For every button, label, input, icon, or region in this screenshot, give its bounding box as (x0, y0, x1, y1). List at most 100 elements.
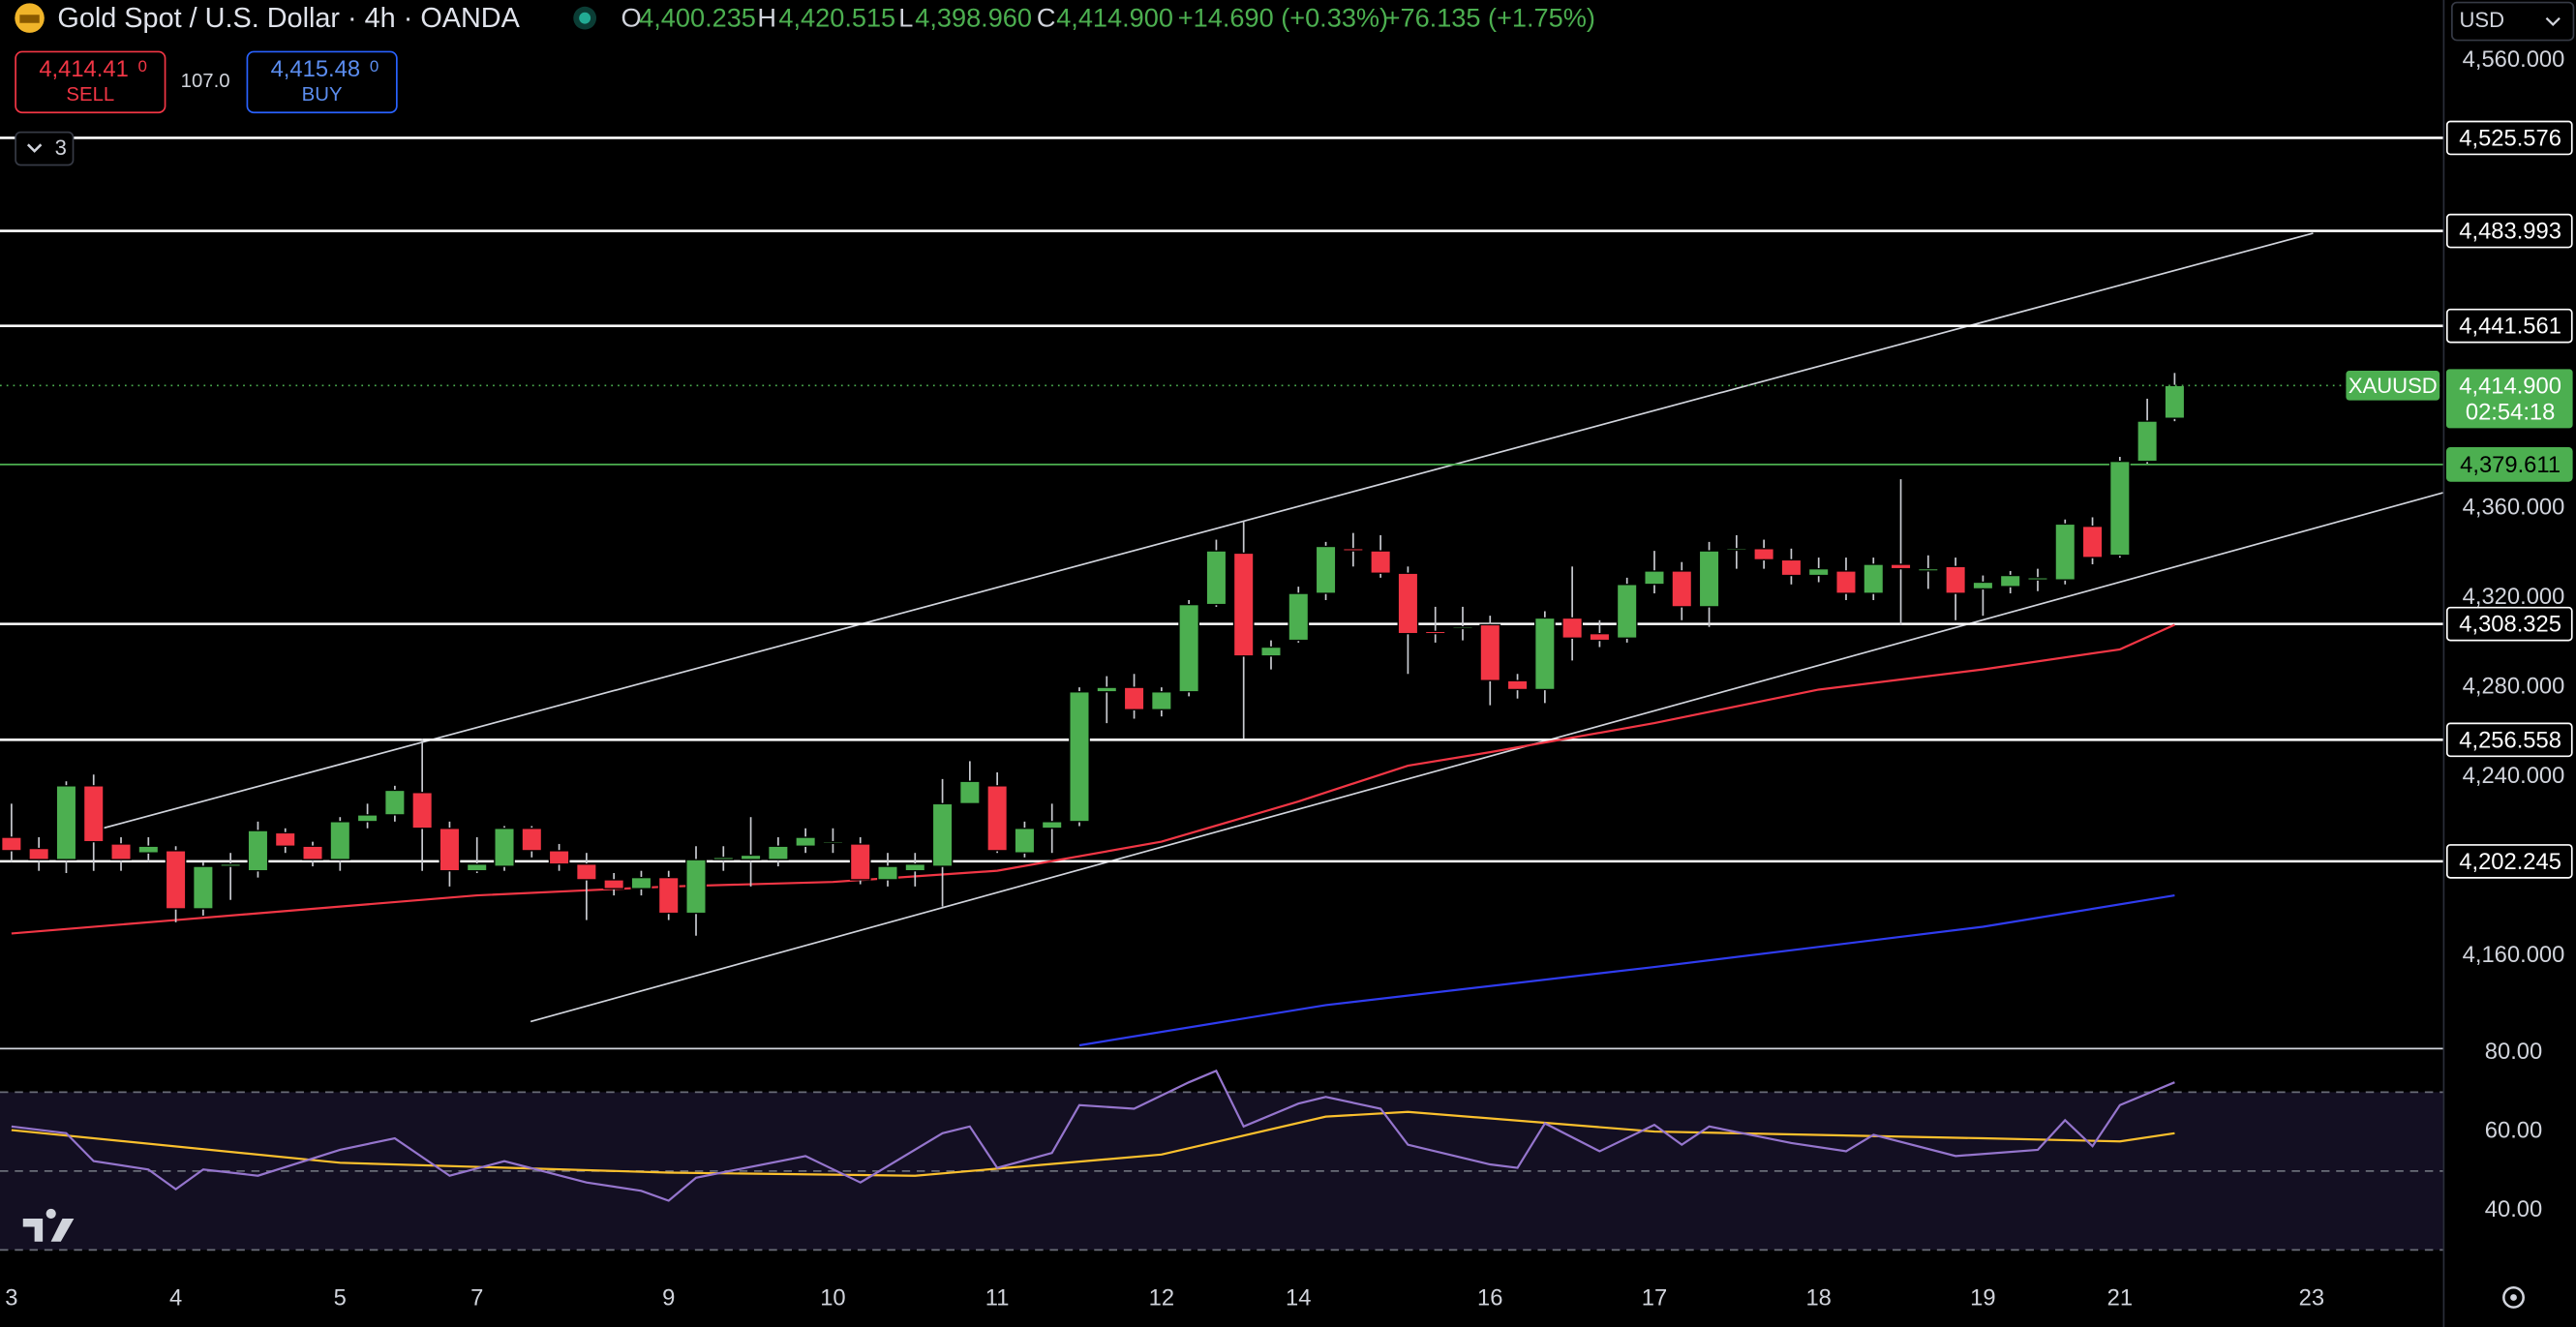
candle-body (877, 865, 898, 881)
ohlc-change: +76.135 (+1.75%) (1385, 3, 1595, 33)
candle-body (1999, 574, 2021, 588)
level-label: 4,202.245 (2459, 849, 2561, 875)
candle-body (630, 876, 652, 890)
sell-price-sup: 0 (138, 57, 147, 75)
level-label-box (2445, 844, 2573, 879)
candle-body (2027, 577, 2048, 581)
candle-body (685, 859, 707, 915)
candle-body (2081, 526, 2104, 558)
candle-body (1150, 691, 1172, 710)
candle-body (165, 850, 187, 910)
x-tick-label: 5 (334, 1284, 347, 1311)
y-tick-label: 4,560.000 (2463, 46, 2565, 73)
candle-body (657, 876, 680, 915)
candle-body (931, 802, 954, 867)
candle-body (958, 780, 981, 805)
ohlc-value: 4,420.515 (778, 3, 895, 33)
buy-label: BUY (302, 84, 343, 106)
candle-body (1370, 550, 1391, 574)
symbol-logo-bar (19, 15, 40, 23)
candle-body (1342, 548, 1364, 552)
market-status-dot (579, 12, 591, 24)
buy-price-sup: 0 (370, 57, 379, 75)
candle-body (1041, 821, 1063, 829)
candle-body (384, 789, 406, 816)
settings-icon[interactable] (2502, 1286, 2525, 1309)
level-label-box (2445, 213, 2573, 249)
countdown: 02:54:18 (2466, 399, 2555, 425)
indicator-toggle[interactable] (15, 131, 75, 166)
candle-body (1479, 623, 1501, 681)
x-tick-label: 18 (1805, 1284, 1831, 1311)
sell-label: SELL (66, 84, 114, 106)
trend-line (530, 492, 2443, 1023)
candle-body (1533, 617, 1556, 691)
candle-body (1014, 828, 1036, 854)
settings-icon-center (2510, 1294, 2517, 1301)
tradingview-logo[interactable] (22, 1208, 75, 1242)
candle-body (1, 836, 22, 852)
y-tick-label: 4,240.000 (2463, 763, 2565, 789)
candle-body (1260, 646, 1282, 657)
ohlc-change: +14.690 (+0.33%) (1178, 3, 1388, 33)
candle-body (795, 836, 817, 847)
rsi-line (11, 1069, 2175, 1202)
ohlc-value: 4,398.960 (915, 3, 1032, 33)
x-tick-label: 19 (1970, 1284, 1995, 1311)
level-label-box (2445, 120, 2573, 156)
candle-body (2054, 523, 2076, 581)
candle-body (439, 828, 461, 872)
currency-select[interactable] (2451, 1, 2575, 42)
candle-body (986, 785, 1009, 852)
candle-body (55, 785, 77, 860)
candle-body (904, 863, 926, 872)
rsi-tick-label: 60.00 (2485, 1117, 2542, 1143)
candle-body (1069, 691, 1090, 823)
ohlc-label: H (757, 3, 776, 33)
candle-body (822, 840, 844, 845)
last-price-label: 4,414.900 (2459, 373, 2561, 399)
y-tick-label: 4,280.000 (2463, 673, 2565, 699)
candle-body (2108, 460, 2131, 557)
candle-body (1397, 572, 1419, 635)
candle-body (1424, 630, 1446, 635)
candle-body (110, 843, 132, 860)
candle-body (1917, 567, 1939, 572)
symbol-tag: XAUUSD (2349, 374, 2438, 398)
symbol-title[interactable]: Gold Spot / U.S. Dollar · 4h · OANDA (57, 3, 520, 34)
candle-body (1616, 584, 1638, 639)
candle-body (411, 792, 434, 829)
buy-price: 4,415.48 (271, 56, 360, 82)
sell-button[interactable] (15, 50, 167, 114)
candle-body (548, 850, 570, 865)
rsi-tick-label: 80.00 (2485, 1039, 2542, 1065)
candle-body (2164, 384, 2186, 419)
candle-body (1589, 632, 1611, 642)
y-tick-label: 4,320.000 (2463, 584, 2565, 610)
sell-price: 4,414.41 (39, 56, 128, 82)
candle-body (2137, 420, 2158, 463)
chevron-icon (26, 143, 43, 153)
x-tick-label: 21 (2107, 1284, 2133, 1311)
x-tick-label: 4 (169, 1284, 182, 1311)
candle-body (1096, 686, 1118, 693)
level-label-box (2445, 722, 2573, 758)
buy-button[interactable] (246, 50, 398, 114)
candle-body (1123, 686, 1145, 710)
x-tick-label: 3 (5, 1284, 17, 1311)
candle-body (603, 879, 625, 890)
level-label: 4,441.561 (2459, 314, 2561, 340)
level-label: 4,525.576 (2459, 125, 2561, 151)
level-label-box (2445, 308, 2573, 344)
y-tick-label: 4,360.000 (2463, 494, 2565, 520)
x-tick-label: 12 (1149, 1284, 1174, 1311)
ohlc-label: C (1037, 3, 1056, 33)
candle-body (466, 863, 488, 872)
candle-body (1698, 550, 1720, 608)
candle-body (1945, 565, 1966, 594)
candle-body (740, 854, 762, 860)
ohlc-label: O (621, 3, 641, 33)
currency-label: USD (2460, 8, 2505, 32)
candle-body (1863, 563, 1885, 594)
